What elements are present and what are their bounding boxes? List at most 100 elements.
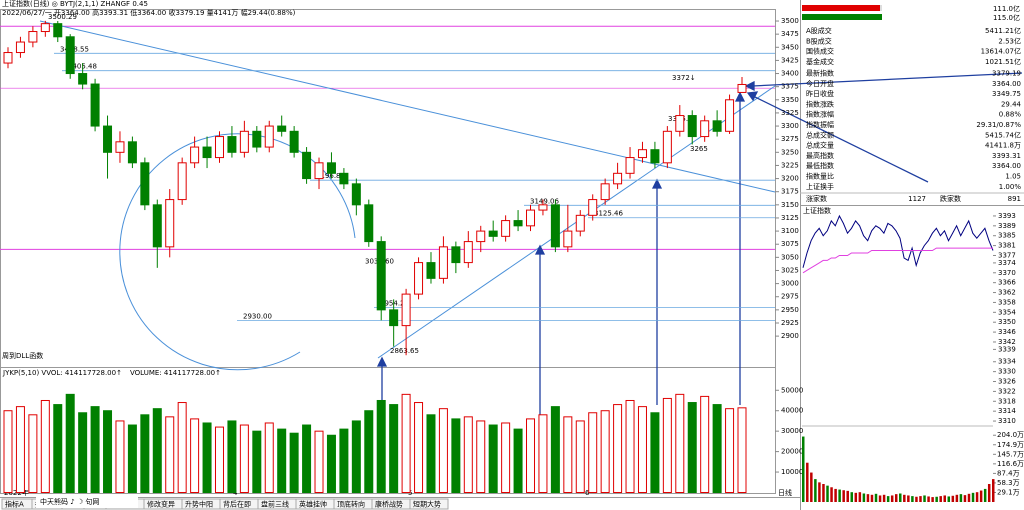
tab-label[interactable]: 修改变异	[147, 500, 175, 509]
intraday-volume-bar	[862, 493, 866, 502]
y-tick-label: 3310	[998, 417, 1016, 425]
tab-label[interactable]: 背后在即	[223, 500, 251, 509]
volume-bar	[488, 424, 498, 494]
candle-body	[15, 41, 25, 54]
quote-value: 1021.51亿	[985, 57, 1021, 66]
volume-bar	[90, 406, 100, 493]
candle-body	[264, 125, 274, 148]
volume-bar	[302, 424, 312, 494]
volume-bar	[675, 393, 685, 494]
tab-label[interactable]: 升势中阳	[185, 500, 213, 509]
quote-label: 最新指数	[806, 69, 834, 78]
candle-body	[662, 130, 672, 164]
header-line: 2022/06/27/一 开3364.00 高3393.31 低3364.00 …	[2, 8, 296, 17]
y-tick-label: 3314	[998, 407, 1016, 415]
breadth: 891	[1008, 195, 1021, 203]
intraday-volume-bar	[870, 494, 874, 502]
tab-label[interactable]: 顶底转向	[337, 500, 365, 509]
tab[interactable]	[409, 498, 449, 510]
volume-bar	[190, 418, 200, 493]
tab-label[interactable]: 英雄挂帅	[299, 500, 327, 509]
volume-bar	[264, 422, 274, 494]
y-tick-label: 3000	[781, 280, 799, 288]
volume-bar	[177, 402, 187, 493]
intraday-volume-bar	[882, 494, 886, 502]
intraday-volume-bar	[963, 495, 967, 502]
y-tick-label: 3500	[781, 17, 799, 25]
candle-body	[115, 141, 125, 153]
candle-body	[438, 246, 448, 279]
y-tick-label: 58.3万	[997, 479, 1020, 487]
volume-bar	[700, 395, 710, 494]
breadth: 跌家数	[940, 194, 961, 203]
trend-line	[39, 20, 776, 193]
intraday-volume-bar	[826, 485, 829, 502]
intraday-volume-bar	[854, 492, 858, 502]
annotation: 3372↓	[672, 74, 696, 82]
volume-bar	[239, 424, 249, 494]
quote-label: 基金成交	[806, 57, 834, 66]
y-tick-label: 3475	[781, 30, 799, 38]
volume-bar	[376, 399, 386, 493]
candle-body	[326, 162, 336, 174]
y-tick-label: 3450	[781, 43, 799, 51]
tab-label[interactable]: 盘前三线	[261, 500, 289, 509]
header-line: 上证指数(日线) ◎ BYTJ(2,1,1) ZHANGF 0.45	[2, 0, 148, 8]
volume-bar	[538, 414, 548, 493]
tab-label[interactable]: 康桥战势	[375, 500, 403, 509]
candle-body	[314, 162, 324, 180]
y-tick-label: 145.7万	[997, 450, 1024, 458]
candle-body	[239, 130, 249, 153]
y-tick-label: 3425	[781, 56, 799, 64]
y-tick-label: 3225	[781, 161, 799, 169]
y-tick-label: 3150	[781, 201, 799, 209]
y-tick-label: 3389	[998, 222, 1016, 230]
candle-body	[90, 83, 100, 127]
watermark-bg	[36, 496, 138, 508]
intraday-volume-bar	[814, 479, 817, 502]
volume-bar	[513, 428, 523, 493]
candle-body	[476, 230, 486, 243]
candle-body	[177, 162, 187, 201]
volume-bar	[600, 410, 610, 494]
candle-body	[65, 36, 75, 75]
watermark: 中天熊码 ♪ ☽ 句网	[40, 497, 99, 506]
intraday-volume-bar	[987, 484, 991, 502]
volume-bar	[451, 418, 461, 493]
intraday-line	[802, 247, 993, 274]
candle-body	[103, 125, 113, 153]
candle-body	[127, 141, 137, 164]
volume-bar	[314, 430, 324, 493]
intraday-volume-bar	[979, 490, 983, 502]
quote-value: 3364.00	[992, 162, 1021, 170]
candle-body	[426, 262, 436, 279]
quote-value: 3349.75	[992, 90, 1021, 98]
volume-bar	[563, 416, 573, 493]
annotation: 周到DLL函数	[2, 351, 43, 360]
intraday-volume-bar	[878, 495, 882, 502]
intraday-volume-bar	[935, 496, 938, 502]
intraday-volume-bar	[858, 492, 862, 502]
level-label: 3149.06	[530, 197, 559, 205]
intraday-volume-bar	[886, 496, 890, 502]
annotation: 3265	[690, 145, 708, 153]
quote-label: 最高指数	[806, 151, 834, 160]
candle-body	[700, 120, 710, 138]
tab-label[interactable]: 指标A	[5, 500, 24, 509]
quote-value: 3364.00	[992, 80, 1021, 88]
quote-value: 13614.07亿	[981, 47, 1021, 56]
level-label: 3125.46	[594, 210, 623, 218]
y-tick-label: 3374	[998, 259, 1016, 267]
candle-body	[289, 130, 299, 153]
candle-body	[613, 172, 623, 185]
y-tick-label: 3200	[781, 175, 799, 183]
volume-bar	[725, 408, 735, 494]
y-tick-label: 3339	[998, 345, 1016, 353]
candle-body	[575, 214, 585, 232]
y-tick-label: 3342	[998, 338, 1016, 346]
tab-label[interactable]: 短期大势	[413, 500, 441, 509]
intraday-volume-bar	[955, 494, 959, 502]
y-tick-label: 3385	[998, 232, 1016, 240]
candle-body	[190, 146, 200, 164]
quote-label: 国债成交	[806, 47, 834, 56]
